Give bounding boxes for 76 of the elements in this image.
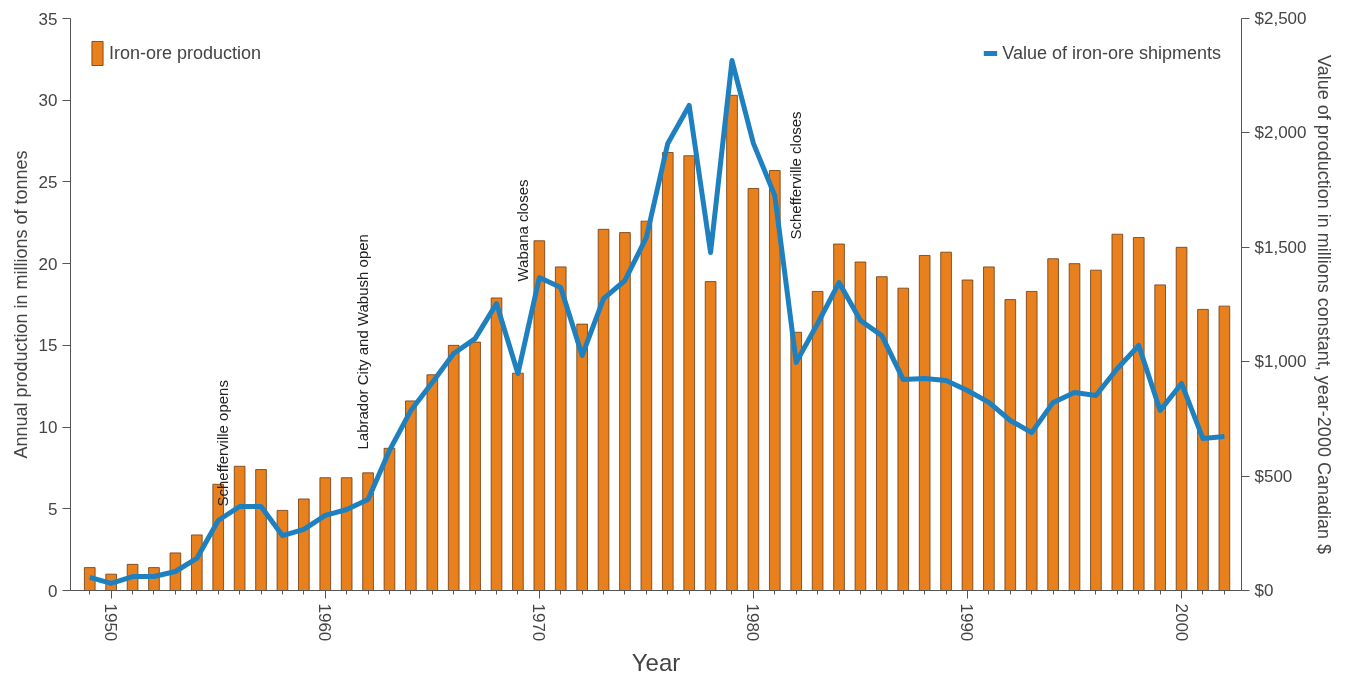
bar	[1154, 284, 1166, 591]
annotation: Wabana closes	[514, 179, 531, 282]
bar	[983, 266, 995, 591]
bar	[726, 94, 738, 591]
y-tick-label: 15	[38, 336, 58, 356]
bar	[1218, 305, 1231, 591]
bar	[897, 287, 910, 591]
bar	[811, 291, 824, 591]
bar	[1111, 233, 1124, 591]
y2-axis-title: Value of production in millions constant, year-2000 Canadian $	[1314, 55, 1335, 554]
bar	[876, 276, 888, 591]
y2-tick-label: $1,000	[1254, 352, 1307, 372]
bar	[918, 255, 931, 591]
bar	[276, 510, 289, 591]
y-axis-title: Annual production in millions of tonnes	[10, 150, 31, 459]
x-tick-label: 1970	[529, 603, 549, 642]
bar	[1197, 309, 1209, 591]
bar	[490, 297, 503, 591]
y2-tick-label: $2,000	[1254, 123, 1307, 143]
bar	[554, 266, 567, 591]
y-tick-label: 20	[38, 254, 58, 274]
y-tick-label: 5	[48, 499, 58, 519]
annotation: Schefferville closes	[787, 111, 804, 240]
y2-tick-label: $0	[1254, 581, 1274, 600]
bar	[1090, 269, 1102, 591]
bar	[383, 447, 396, 591]
bar	[961, 279, 974, 591]
bar	[340, 477, 353, 591]
bar	[405, 400, 417, 591]
bar	[447, 344, 460, 591]
y-tick-label: 30	[38, 91, 58, 111]
bar	[1132, 237, 1145, 591]
bar	[1068, 263, 1081, 591]
bar	[512, 372, 524, 591]
bar	[319, 477, 331, 591]
bar	[298, 498, 310, 591]
y2-tick-label: $1,500	[1254, 237, 1307, 257]
annotation: Labrador City and Wabush open	[354, 234, 371, 450]
bar	[704, 281, 717, 591]
bar	[940, 251, 952, 591]
x-tick-label: 1960	[315, 603, 335, 642]
bar	[683, 155, 695, 591]
bar	[1004, 299, 1017, 591]
bar	[833, 243, 845, 591]
bar	[747, 188, 760, 591]
y-tick-label: 0	[48, 581, 58, 601]
bar	[769, 170, 781, 591]
y-tick-label: 10	[38, 418, 58, 438]
bar	[576, 323, 588, 591]
legend-label: Value of iron-ore shipments	[1002, 42, 1221, 64]
legend-label: Iron-ore production	[109, 42, 262, 64]
y2-tick-label: $500	[1254, 466, 1293, 486]
bar	[426, 374, 439, 591]
bar	[1175, 246, 1188, 591]
bar	[533, 240, 546, 591]
bar	[640, 220, 653, 591]
bar	[790, 331, 802, 591]
bar	[854, 261, 867, 591]
bar	[1025, 291, 1038, 591]
bar	[362, 472, 374, 591]
bar	[662, 152, 674, 591]
bar	[255, 469, 267, 591]
annotation: Schefferville opens	[214, 380, 231, 507]
x-tick-label: 2000	[1171, 603, 1191, 642]
bar	[597, 228, 610, 591]
x-tick-label: 1980	[743, 603, 763, 642]
bar	[1047, 258, 1059, 591]
x-tick-label: 1990	[957, 603, 977, 642]
y-tick-label: 25	[38, 172, 58, 192]
y-tick-label: 35	[38, 9, 58, 29]
x-tick-label: 1950	[101, 603, 121, 642]
x-axis-title: Year	[631, 649, 681, 677]
y2-tick-label: $2,500	[1254, 9, 1307, 28]
bar	[233, 465, 246, 591]
bar	[619, 232, 631, 591]
bar	[469, 341, 481, 591]
